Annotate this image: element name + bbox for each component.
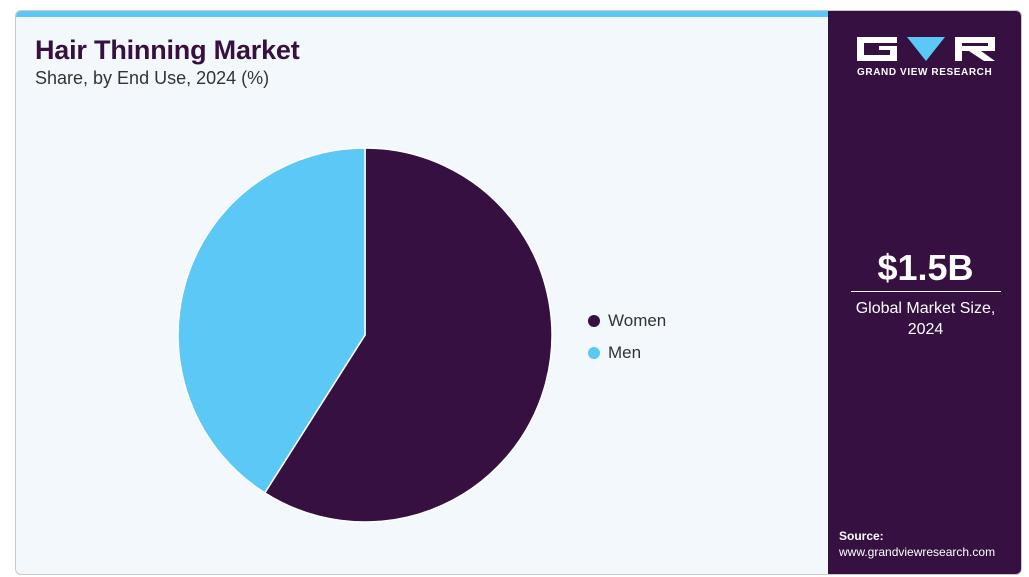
legend-item-men: Men: [588, 337, 666, 369]
brand-name: GRAND VIEW RESEARCH: [857, 67, 993, 78]
legend-swatch: [588, 315, 600, 327]
pie-chart: [177, 147, 553, 523]
chart-title: Hair Thinning Market: [35, 35, 300, 65]
chart-legend: Women Men: [588, 305, 666, 369]
top-accent-bar: [16, 11, 828, 17]
info-sidebar: GRAND VIEW RESEARCH $1.5B Global Market …: [828, 11, 1021, 574]
gvr-logo-icon: [857, 37, 995, 61]
market-size-label: Global Market Size, 2024: [855, 300, 996, 338]
grand-view-research-logo: GRAND VIEW RESEARCH: [857, 37, 997, 78]
legend-label: Women: [608, 311, 667, 330]
source-link[interactable]: www.grandviewresearch.com: [839, 545, 996, 559]
chart-subtitle: Share, by End Use, 2024 (%): [35, 68, 270, 88]
source-label: Source:: [839, 529, 884, 543]
pie-slice-women: [263, 147, 553, 523]
market-size-value: $1.5B: [877, 247, 974, 288]
legend-item-women: Women: [588, 305, 666, 337]
legend-swatch: [588, 347, 600, 359]
market-size-divider: [851, 291, 1001, 292]
chart-card: Hair Thinning Market Share, by End Use, …: [15, 10, 1022, 575]
legend-label: Men: [608, 343, 642, 362]
pie-slice-men: [177, 147, 366, 494]
